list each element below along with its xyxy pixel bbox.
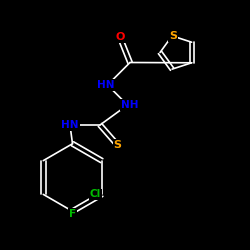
Text: F: F (69, 209, 76, 219)
Text: HN: HN (61, 120, 79, 130)
Text: O: O (115, 32, 125, 42)
Text: S: S (114, 140, 122, 150)
Text: NH: NH (121, 100, 139, 110)
Text: HN: HN (98, 80, 115, 90)
Text: Cl: Cl (90, 190, 101, 200)
Text: S: S (169, 31, 177, 41)
